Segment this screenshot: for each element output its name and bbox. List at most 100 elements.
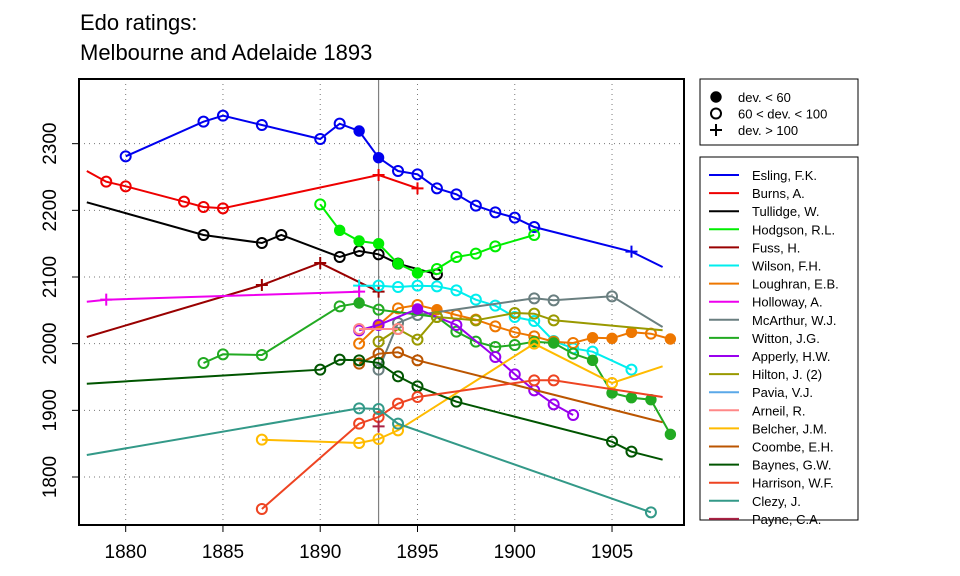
data-point: [372, 151, 385, 164]
x-tick-label: 1885: [202, 542, 244, 563]
series-line: [261, 342, 663, 445]
data-point: [100, 293, 113, 306]
data-point: [625, 445, 638, 458]
data-point: [353, 437, 366, 449]
legend-label: Arneil, R.: [752, 403, 805, 418]
data-point: [430, 311, 443, 323]
data-point: [469, 314, 482, 327]
data-point: [333, 117, 346, 130]
data-point: [353, 285, 366, 298]
data-point: [528, 292, 541, 305]
legend-label: Baynes, G.W.: [752, 458, 831, 473]
data-point: [450, 284, 463, 297]
x-tick-label: 1905: [591, 542, 633, 563]
y-tick-label: 2100: [40, 256, 61, 298]
data-point: [392, 165, 405, 177]
data-point: [606, 332, 618, 345]
data-point: [606, 435, 619, 448]
data-point: [314, 257, 327, 269]
data-point: [392, 323, 405, 335]
series-line: [86, 407, 652, 514]
axes: 1880 1885 1890 1895 1900 1905 1800 1900 2000 2100…: [40, 123, 633, 563]
data-point: [508, 211, 521, 224]
marker-legend-label: 60 < dev. < 100: [738, 107, 827, 122]
data-point: [353, 323, 366, 335]
data-point: [469, 293, 482, 306]
data-point: [450, 319, 463, 331]
data-point: [528, 221, 541, 233]
series-McArthur, W.J.: [372, 290, 664, 376]
data-point: [528, 374, 541, 387]
series-Clezy, J.: [86, 402, 657, 519]
x-tick-label: 1880: [105, 542, 147, 563]
data-point: [275, 229, 288, 241]
data-point: [606, 377, 619, 389]
data-point: [255, 503, 268, 515]
legend-label: Loughran, E.B.: [752, 277, 839, 292]
marker-legend-symbol: [710, 124, 722, 136]
data-point: [333, 224, 346, 237]
data-point: [353, 417, 366, 430]
data-point: [625, 245, 638, 258]
x-tick-label: 1890: [299, 542, 341, 563]
data-point: [430, 263, 443, 275]
y-tick-label: 2200: [40, 189, 61, 231]
data-point: [547, 374, 560, 387]
series-line: [125, 114, 664, 268]
data-point: [508, 339, 521, 351]
series-line: [358, 307, 574, 416]
data-point: [372, 357, 385, 369]
data-point: [469, 199, 482, 212]
series-Hilton, J. (2): [372, 307, 663, 348]
data-point: [216, 202, 229, 215]
data-point: [528, 315, 541, 327]
data-point: [450, 251, 463, 263]
chart-title-line-2: Melbourne and Adelaide 1893: [80, 40, 372, 65]
legend-label: Burns, A.: [752, 186, 805, 201]
data-point: [353, 354, 366, 367]
legend-label: Fuss, H.: [752, 240, 800, 255]
data-point: [430, 182, 443, 195]
legend-label: Wilson, F.H.: [752, 259, 821, 274]
data-point: [411, 391, 424, 403]
plot-frame: [78, 78, 685, 526]
data-point: [216, 348, 229, 361]
data-point: [372, 303, 385, 316]
data-point: [411, 182, 424, 195]
data-point: [411, 333, 424, 346]
data-point: [255, 119, 268, 131]
data-point: [353, 125, 365, 137]
data-point: [508, 326, 521, 339]
series-line: [358, 303, 671, 345]
data-point: [353, 357, 366, 370]
data-point: [450, 325, 463, 338]
data-point: [392, 257, 404, 270]
data-point: [586, 354, 599, 367]
data-point: [508, 368, 521, 381]
series-line: [86, 290, 360, 303]
data-point: [586, 331, 599, 344]
data-point: [664, 428, 677, 441]
legend-label: Belcher, J.M.: [752, 421, 827, 436]
series-Coombe, E.H.: [353, 346, 663, 424]
series-Holloway, A.: [86, 285, 366, 306]
series-Baynes, G.W.: [86, 353, 663, 461]
data-point: [489, 320, 502, 333]
data-point: [178, 195, 191, 208]
data-point: [528, 307, 541, 320]
data-point: [333, 353, 346, 366]
legend-label: Holloway, A.: [752, 295, 823, 310]
data-point: [489, 240, 502, 253]
x-tick-label: 1895: [396, 542, 438, 563]
data-point: [372, 433, 385, 445]
series-Hodgson, R.L.: [314, 198, 541, 279]
marker-legend-symbol: [710, 91, 722, 103]
series-Belcher, J.M.: [255, 337, 663, 449]
data-point: [372, 237, 385, 250]
plot-series: [86, 109, 677, 519]
legend-label: Esling, F.K.: [752, 168, 817, 183]
data-point: [314, 198, 327, 211]
series-line: [86, 170, 418, 210]
